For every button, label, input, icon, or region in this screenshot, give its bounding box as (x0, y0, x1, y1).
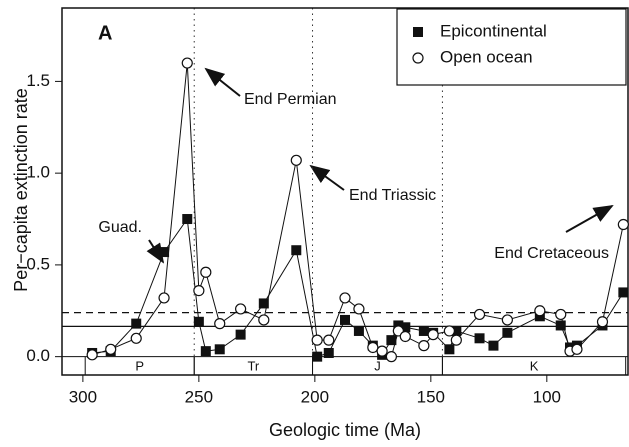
square-marker (451, 325, 462, 336)
square-marker (618, 287, 629, 298)
square-marker (131, 318, 142, 329)
square-marker (386, 335, 397, 346)
circle-marker (158, 292, 170, 304)
arrow (309, 164, 345, 191)
circle-marker (323, 334, 335, 346)
circle-marker (376, 345, 388, 357)
circle-marker (427, 329, 439, 341)
square-marker (418, 325, 429, 336)
square-marker (159, 247, 170, 258)
square-marker (474, 333, 485, 344)
circle-marker (86, 349, 98, 361)
square-marker (502, 327, 513, 338)
circle-marker (534, 305, 546, 317)
circle-marker (367, 341, 379, 354)
panel-label: A (98, 22, 112, 44)
period-label: Tr (247, 358, 259, 373)
circle-marker (290, 154, 302, 166)
square-marker (214, 344, 225, 355)
circle-marker (130, 332, 142, 344)
annotation: Guad. (98, 219, 142, 236)
y-tick-label: 1.0 (26, 163, 50, 182)
annotation: End Permian (244, 91, 337, 108)
y-tick-label: 0.5 (26, 254, 50, 273)
plot-frame (61, 7, 629, 376)
period-label: P (135, 358, 144, 373)
square-marker (235, 329, 246, 340)
x-tick-label: 300 (69, 387, 97, 406)
y-tick-label: 1.5 (26, 71, 50, 90)
circle-marker (501, 314, 513, 326)
arrow (204, 67, 241, 97)
square-marker (200, 346, 211, 357)
square-marker (193, 316, 204, 327)
circle-marker (596, 316, 609, 328)
circle-marker (571, 343, 583, 355)
circle-marker (418, 340, 430, 352)
circle-marker (385, 351, 397, 363)
x-tick-label: 100 (533, 387, 561, 406)
circle-marker (617, 218, 629, 231)
annotation: End Cretaceous (494, 245, 609, 262)
square-marker (312, 351, 323, 362)
period-label: J (374, 358, 381, 373)
square-marker (555, 320, 566, 331)
square-marker (340, 314, 350, 325)
square-marker (353, 325, 364, 336)
circle-marker (443, 325, 455, 337)
square-marker (291, 245, 302, 256)
annotation: End Triassic (349, 187, 436, 204)
x-tick-label: 200 (301, 387, 329, 406)
period-label: K (530, 358, 539, 373)
x-tick-label: 250 (185, 387, 213, 406)
circle-marker (235, 303, 247, 315)
arrow (565, 205, 614, 233)
square-marker (400, 322, 411, 333)
circle-marker (105, 343, 117, 355)
circle-marker (450, 334, 462, 346)
square-marker (488, 340, 499, 351)
annotation-arrows (146, 67, 614, 264)
legend-label: Epicontinental (440, 21, 547, 40)
arrow (146, 239, 165, 264)
circle-marker (412, 52, 424, 64)
square-marker (323, 347, 334, 358)
square-marker (182, 214, 193, 225)
series-line (92, 217, 624, 358)
circle-marker (214, 318, 226, 330)
legend-box (396, 8, 627, 86)
square-marker (444, 344, 455, 355)
y-tick-label: 0.0 (26, 346, 50, 365)
circle-marker (339, 292, 351, 304)
circle-marker (473, 308, 486, 321)
circle-marker (311, 334, 323, 346)
circle-marker (353, 303, 365, 315)
circle-marker (258, 314, 270, 326)
circle-marker (399, 330, 411, 343)
square-marker (413, 27, 423, 37)
circle-marker (193, 284, 205, 297)
x-tick-label: 150 (417, 387, 445, 406)
circle-marker (181, 57, 193, 69)
x-axis-label: Geologic time (Ma) (269, 420, 421, 440)
legend-label: Open ocean (440, 47, 533, 66)
circle-marker (555, 308, 567, 321)
square-marker (258, 298, 269, 309)
y-axis-label: Per−capita extinction rate (11, 88, 31, 292)
circle-marker (200, 266, 212, 278)
